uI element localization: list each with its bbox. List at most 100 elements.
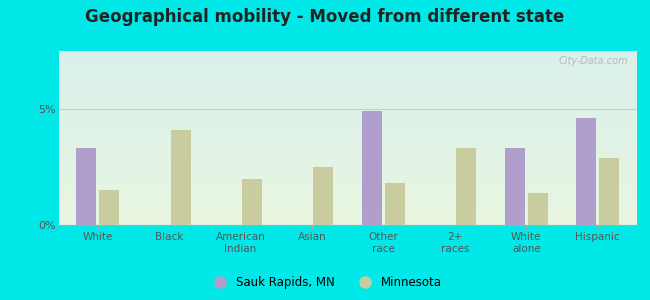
Text: City-Data.com: City-Data.com bbox=[559, 56, 629, 66]
Bar bbox=[58, 159, 637, 160]
Bar bbox=[58, 52, 637, 53]
Bar bbox=[58, 139, 637, 140]
Text: Geographical mobility - Moved from different state: Geographical mobility - Moved from diffe… bbox=[85, 8, 565, 26]
Bar bbox=[58, 91, 637, 92]
Bar bbox=[58, 97, 637, 98]
Bar bbox=[58, 121, 637, 122]
Bar bbox=[58, 108, 637, 109]
Bar bbox=[58, 162, 637, 163]
Bar bbox=[58, 207, 637, 208]
Bar bbox=[58, 120, 637, 121]
Bar bbox=[58, 181, 637, 182]
Bar bbox=[58, 200, 637, 201]
Bar bbox=[58, 117, 637, 118]
Bar bbox=[58, 148, 637, 149]
Bar bbox=[99, 190, 119, 225]
Bar bbox=[58, 217, 637, 218]
Bar bbox=[58, 66, 637, 67]
Bar bbox=[58, 173, 637, 174]
Bar bbox=[58, 193, 637, 194]
Bar bbox=[58, 223, 637, 224]
Bar bbox=[58, 122, 637, 123]
Bar bbox=[58, 64, 637, 65]
Bar bbox=[58, 119, 637, 120]
Bar bbox=[58, 192, 637, 193]
Bar bbox=[58, 136, 637, 137]
Bar bbox=[58, 55, 637, 56]
Bar bbox=[58, 152, 637, 153]
Bar bbox=[58, 160, 637, 161]
Bar bbox=[58, 216, 637, 217]
Bar bbox=[58, 85, 637, 86]
Bar bbox=[58, 177, 637, 178]
Bar bbox=[58, 154, 637, 155]
Bar bbox=[58, 65, 637, 66]
Bar bbox=[58, 183, 637, 184]
Bar bbox=[313, 167, 333, 225]
Bar bbox=[58, 197, 637, 198]
Bar bbox=[58, 144, 637, 145]
Legend: Sauk Rapids, MN, Minnesota: Sauk Rapids, MN, Minnesota bbox=[203, 272, 447, 294]
Bar bbox=[58, 77, 637, 78]
Bar bbox=[58, 84, 637, 85]
Bar bbox=[58, 185, 637, 186]
Bar bbox=[58, 157, 637, 158]
Bar bbox=[58, 186, 637, 187]
Bar bbox=[58, 194, 637, 195]
Bar bbox=[58, 134, 637, 135]
Bar bbox=[58, 59, 637, 60]
Bar bbox=[58, 190, 637, 191]
Bar bbox=[58, 222, 637, 223]
Bar bbox=[58, 212, 637, 213]
Bar bbox=[58, 123, 637, 124]
Bar bbox=[58, 143, 637, 144]
Bar bbox=[58, 156, 637, 157]
Bar bbox=[58, 61, 637, 62]
Bar bbox=[58, 206, 637, 207]
Bar bbox=[58, 51, 637, 52]
Bar bbox=[58, 149, 637, 150]
Bar bbox=[58, 124, 637, 125]
Bar bbox=[58, 128, 637, 129]
Bar bbox=[58, 138, 637, 139]
Bar bbox=[58, 69, 637, 70]
Bar bbox=[456, 148, 476, 225]
Bar bbox=[58, 114, 637, 115]
Bar bbox=[58, 182, 637, 183]
Bar bbox=[58, 54, 637, 55]
Bar bbox=[58, 167, 637, 168]
Bar bbox=[58, 107, 637, 108]
Bar bbox=[58, 88, 637, 89]
Bar bbox=[58, 171, 637, 172]
Bar bbox=[58, 161, 637, 162]
Bar bbox=[58, 151, 637, 152]
Bar bbox=[58, 220, 637, 221]
Bar bbox=[58, 129, 637, 130]
Bar bbox=[58, 70, 637, 71]
Bar bbox=[58, 215, 637, 216]
Bar bbox=[58, 80, 637, 81]
Bar bbox=[58, 166, 637, 167]
Bar bbox=[599, 158, 619, 225]
Bar bbox=[58, 153, 637, 154]
Bar bbox=[58, 140, 637, 141]
Bar bbox=[58, 115, 637, 116]
Bar bbox=[58, 56, 637, 57]
Bar bbox=[58, 130, 637, 131]
Bar bbox=[58, 209, 637, 210]
Bar bbox=[58, 172, 637, 173]
Bar bbox=[58, 92, 637, 93]
Bar bbox=[58, 191, 637, 192]
Bar bbox=[58, 195, 637, 196]
Bar bbox=[58, 179, 637, 180]
Bar bbox=[58, 81, 637, 82]
Bar bbox=[58, 147, 637, 148]
Bar bbox=[58, 67, 637, 68]
Bar bbox=[58, 127, 637, 128]
Bar bbox=[58, 214, 637, 215]
Bar bbox=[171, 130, 190, 225]
Bar bbox=[58, 58, 637, 59]
Bar bbox=[58, 60, 637, 61]
Bar bbox=[577, 118, 596, 225]
Bar bbox=[58, 79, 637, 80]
